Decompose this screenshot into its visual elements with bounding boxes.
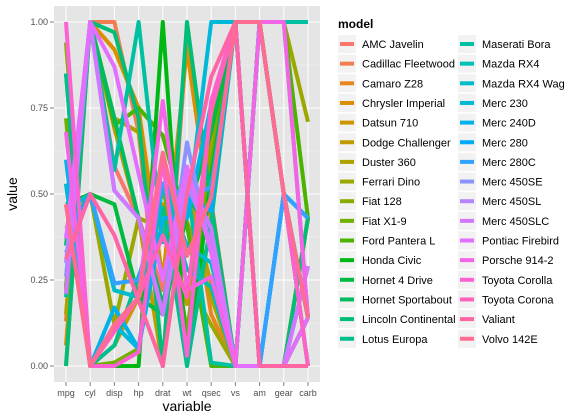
legend-label: Toyota Corona [482,294,554,306]
legend-item: Fiat X1-9 [338,211,407,230]
legend-item: Merc 450SLC [458,211,549,230]
legend-label: Porsche 914-2 [482,255,554,267]
legend-label: Lotus Europa [362,334,428,346]
x-tick-label: cyl [85,388,96,398]
legend-label: Toyota Corolla [482,275,553,287]
legend-label: Merc 280C [482,157,536,169]
legend-item: Merc 230 [458,93,528,112]
legend-item: Merc 240D [458,113,536,132]
legend-label: Volvo 142E [482,334,538,346]
legend-label: Cadillac Fleetwood [362,59,455,71]
legend-label: Valiant [482,314,515,326]
legend-item: Ferrari Dino [338,172,420,191]
x-tick-label: mpg [57,388,75,398]
legend-label: Mazda RX4 [482,59,539,71]
legend-title: model [338,17,373,31]
legend-item: Duster 360 [338,152,416,171]
series-lines [64,20,310,368]
legend: model AMC Javelin Cadillac Fleetwood Camar… [338,17,565,348]
y-axis-ticks: 0.00 0.25 0.50 0.75 1.00 [30,17,54,371]
legend-item: Lincoln Continental [338,310,456,329]
legend-label: Merc 450SL [482,196,541,208]
y-axis-title: value [4,177,20,211]
legend-item: Merc 450SL [458,192,541,211]
legend-item: Valiant [458,310,515,329]
legend-label: Mazda RX4 Wag [482,78,565,90]
x-tick-label: wt [182,388,192,398]
y-tick-label: 0.25 [30,275,48,285]
legend-label: Merc 450SLC [482,216,549,228]
legend-label: Merc 240D [482,118,536,130]
legend-item: Lotus Europa [338,329,428,348]
x-tick-label: hp [134,388,144,398]
legend-label: Fiat X1-9 [362,216,407,228]
legend-label: AMC Javelin [362,39,424,51]
legend-item: Mazda RX4 [458,54,539,73]
y-tick-label: 0.00 [30,361,48,371]
legend-label: Pontiac Firebird [482,236,559,248]
x-tick-label: drat [155,388,171,398]
x-tick-label: carb [299,388,317,398]
series-line [64,20,310,368]
legend-label: Duster 360 [362,157,416,169]
legend-item: Hornet Sportabout [338,290,452,309]
legend-item: Mazda RX4 Wag [458,74,565,93]
legend-label: Datsun 710 [362,118,418,130]
y-tick-label: 1.00 [30,17,48,27]
legend-item: Chrysler Imperial [338,93,445,112]
legend-item: Dodge Challenger [338,133,451,152]
x-tick-label: gear [275,388,293,398]
legend-item: Merc 280 [458,133,528,152]
legend-label: Fiat 128 [362,196,402,208]
legend-label: Dodge Challenger [362,137,451,149]
legend-label: Merc 450SE [482,177,543,189]
legend-item: Camaro Z28 [338,74,423,93]
legend-item: Volvo 142E [458,329,538,348]
legend-item: AMC Javelin [338,35,424,53]
legend-label: Merc 230 [482,98,528,110]
legend-item: Hornet 4 Drive [338,270,433,289]
y-tick-label: 0.50 [30,189,48,199]
legend-item: Pontiac Firebird [458,231,559,250]
legend-item: Fiat 128 [338,192,402,211]
legend-item: Merc 280C [458,152,536,171]
legend-item: Cadillac Fleetwood [338,54,455,73]
legend-label: Chrysler Imperial [362,98,445,110]
x-axis-ticks: mpg cyl disp hp drat wt qsec vs am gear carb [57,382,317,398]
legend-item: Toyota Corona [458,290,554,309]
legend-label: Ford Pantera L [362,236,435,248]
legend-item: Honda Civic [338,251,422,270]
x-tick-label: disp [106,388,123,398]
legend-label: Hornet Sportabout [362,294,452,306]
x-tick-label: am [253,388,266,398]
legend-label: Camaro Z28 [362,78,423,90]
x-tick-label: vs [231,388,241,398]
legend-label: Maserati Bora [482,39,551,51]
legend-item: Maserati Bora [458,35,551,53]
legend-label: Hornet 4 Drive [362,275,433,287]
legend-label: Merc 280 [482,137,528,149]
series-line [64,20,308,368]
legend-label: Lincoln Continental [362,314,456,326]
legend-item: Merc 450SE [458,172,543,191]
legend-item: Ford Pantera L [338,231,435,250]
x-axis-title: variable [162,398,211,414]
legend-label: Honda Civic [362,255,422,267]
legend-item: Porsche 914-2 [458,251,554,270]
legend-label: Ferrari Dino [362,177,420,189]
x-tick-label: qsec [202,388,222,398]
legend-item: Datsun 710 [338,113,418,132]
legend-item: Toyota Corolla [458,270,553,289]
y-tick-label: 0.75 [30,103,48,113]
